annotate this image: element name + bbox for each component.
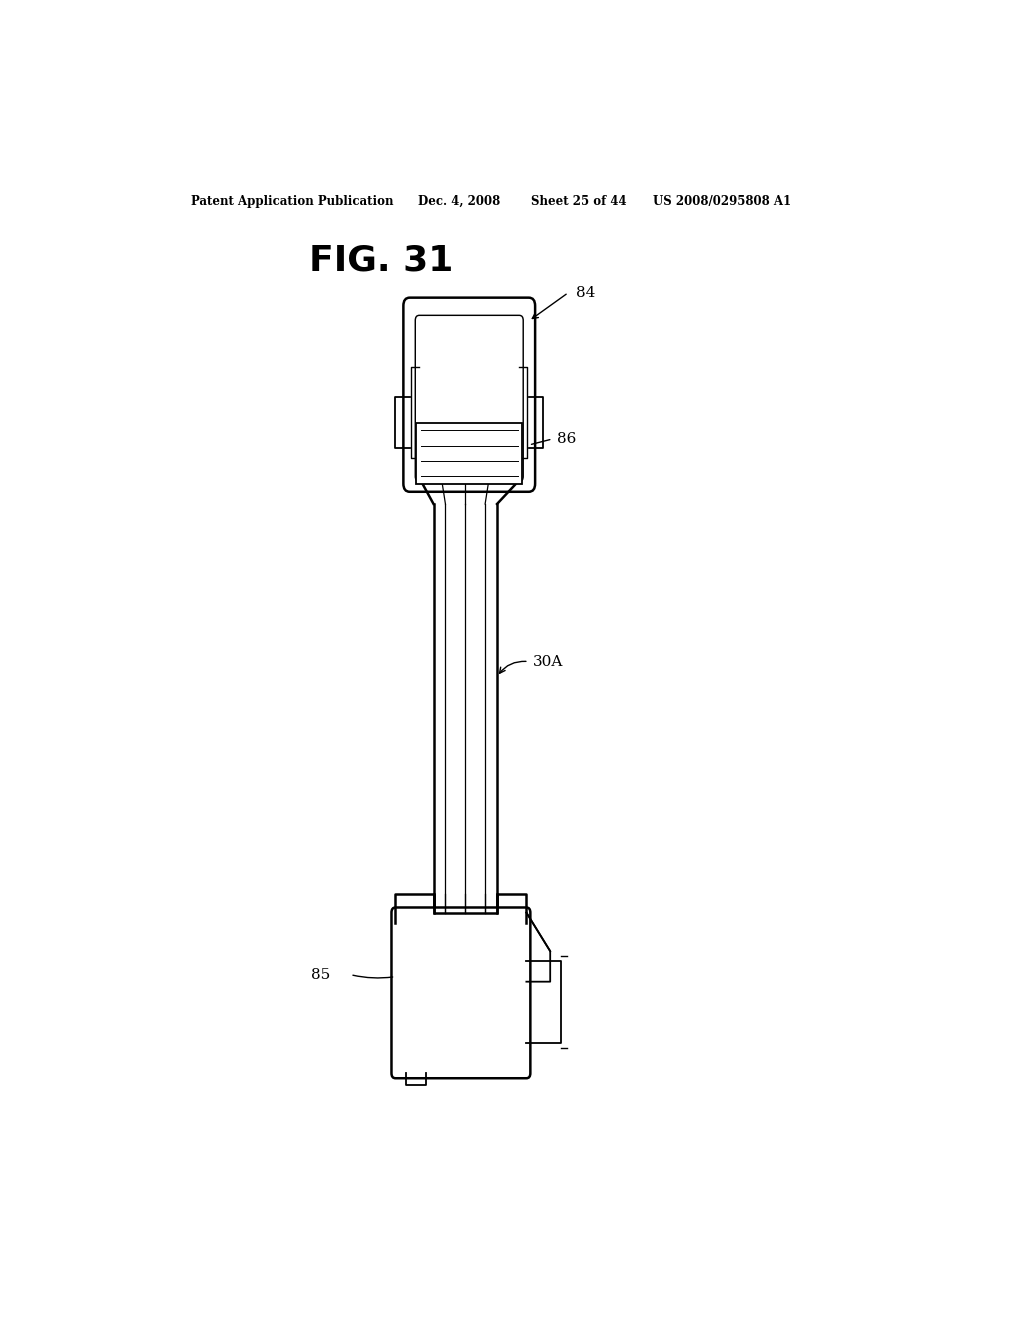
Text: 30A: 30A — [532, 655, 563, 668]
Text: Dec. 4, 2008: Dec. 4, 2008 — [418, 194, 500, 207]
FancyBboxPatch shape — [391, 907, 530, 1078]
Text: Patent Application Publication: Patent Application Publication — [191, 194, 394, 207]
FancyBboxPatch shape — [416, 315, 523, 482]
Text: US 2008/0295808 A1: US 2008/0295808 A1 — [653, 194, 792, 207]
Text: FIG. 31: FIG. 31 — [309, 243, 454, 277]
FancyBboxPatch shape — [416, 422, 522, 483]
FancyBboxPatch shape — [403, 297, 536, 492]
Text: 86: 86 — [557, 432, 575, 446]
Text: 85: 85 — [311, 968, 331, 982]
Text: 84: 84 — [577, 285, 596, 300]
Text: Sheet 25 of 44: Sheet 25 of 44 — [531, 194, 627, 207]
